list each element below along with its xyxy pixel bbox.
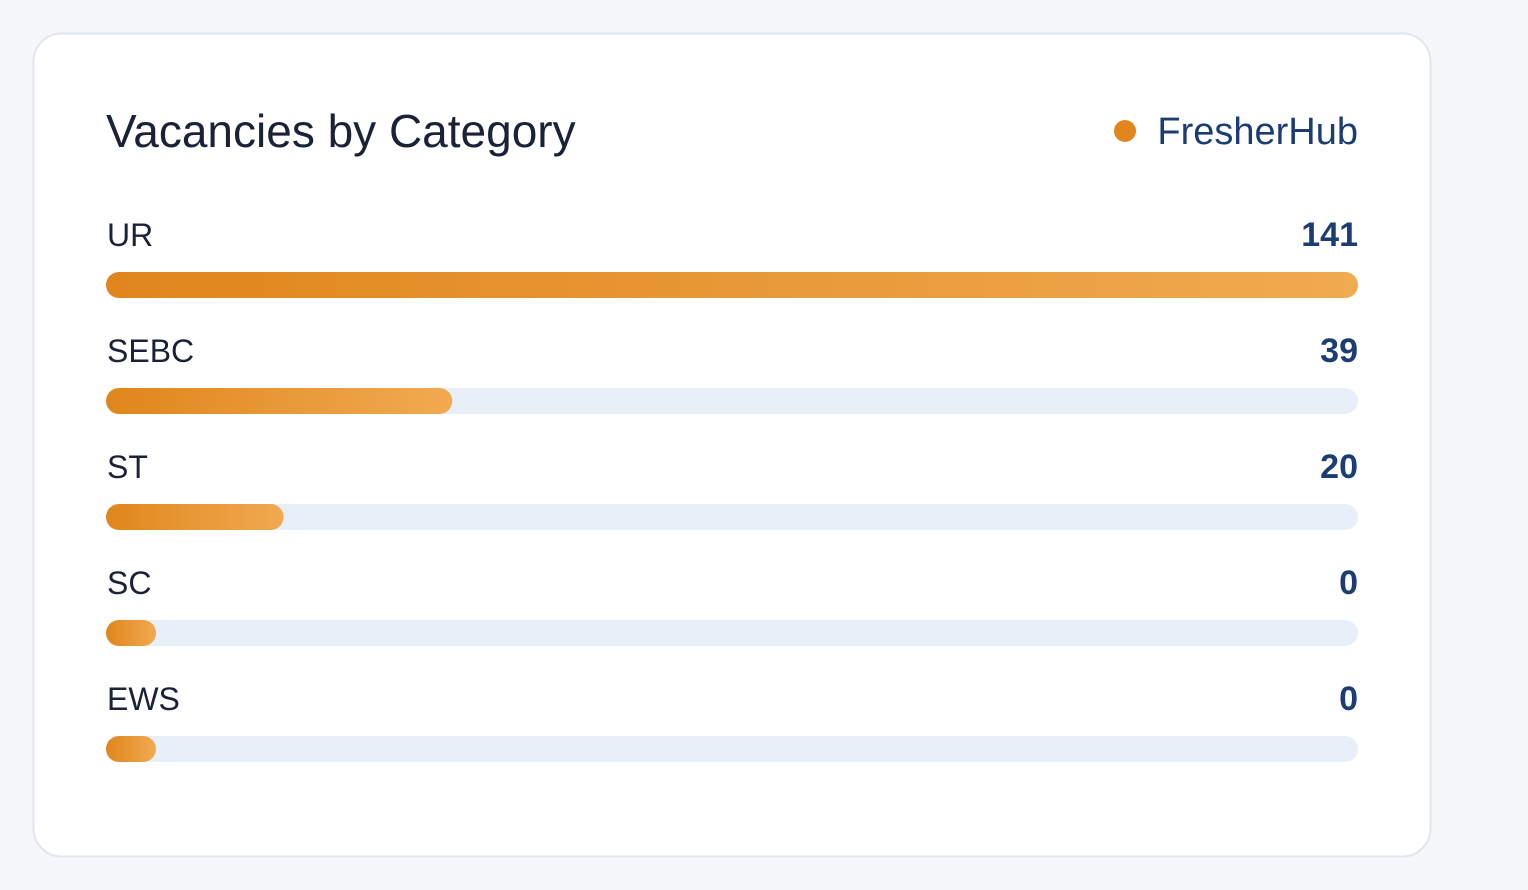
value-label: 20	[1320, 448, 1358, 486]
bar-track	[106, 504, 1358, 530]
category-label: SEBC	[107, 333, 194, 369]
bar	[106, 388, 453, 414]
legend-label: FresherHub	[1157, 111, 1358, 153]
card	[32, 32, 1432, 858]
value-label: 0	[1339, 564, 1358, 602]
bar	[106, 272, 1358, 298]
category-label: EWS	[107, 681, 180, 717]
category-label: SC	[107, 565, 151, 601]
bar-track	[106, 736, 1358, 762]
bar	[106, 736, 156, 762]
category-label: UR	[107, 217, 153, 253]
bar-track	[106, 620, 1358, 646]
value-label: 141	[1301, 216, 1358, 254]
value-label: 0	[1339, 680, 1358, 718]
category-label: ST	[107, 449, 148, 485]
value-label: 39	[1320, 332, 1358, 370]
chart-title: Vacancies by Category	[106, 105, 576, 157]
bar	[106, 620, 156, 646]
legend-marker	[1114, 120, 1136, 142]
bar	[106, 504, 284, 530]
